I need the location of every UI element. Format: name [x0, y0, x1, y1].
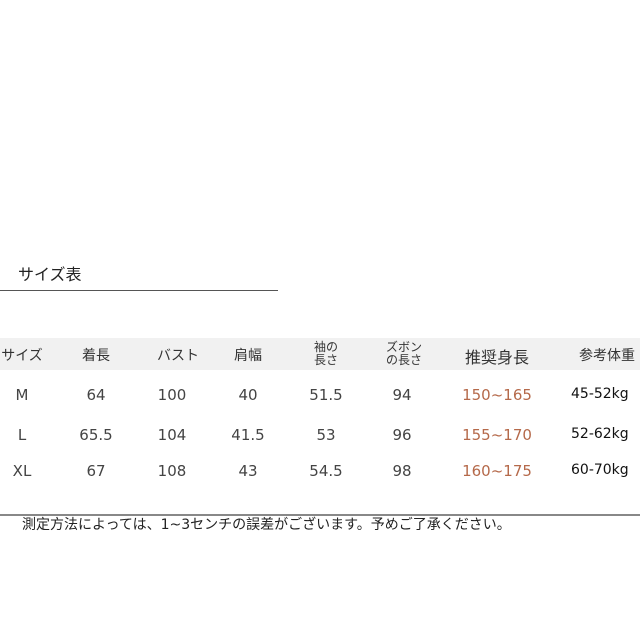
cell-length: 65.5: [79, 426, 113, 444]
cell-bust: 100: [157, 386, 187, 404]
measurement-note: 測定方法によっては、1~3センチの誤差がございます。予めご了承ください。: [22, 517, 511, 533]
header-pants: ズボンの長さ: [385, 340, 422, 367]
cell-sleeve: 53: [316, 426, 336, 444]
cell-height: 155~170: [462, 426, 532, 444]
header-size: サイズ: [1, 348, 43, 364]
header-sleeve: 袖の長さ: [313, 340, 338, 367]
cell-pants: 96: [392, 426, 412, 444]
cell-weight: 45-52kg: [571, 386, 629, 402]
cell-length: 64: [86, 386, 106, 404]
cell-size: L: [17, 426, 27, 444]
cell-size: M: [15, 386, 29, 404]
header-shoulder: 肩幅: [234, 348, 262, 364]
cell-sleeve: 54.5: [309, 462, 343, 480]
cell-shoulder: 40: [238, 386, 258, 404]
cell-pants: 94: [392, 386, 412, 404]
header-length: 着長: [82, 348, 110, 364]
cell-shoulder: 43: [238, 462, 258, 480]
header-reference-weight: 参考体重: [579, 348, 635, 364]
title-underline: [0, 290, 278, 291]
cell-shoulder: 41.5: [231, 426, 265, 444]
cell-height: 150~165: [462, 386, 532, 404]
cell-size: XL: [12, 462, 32, 480]
cell-bust: 108: [157, 462, 187, 480]
cell-bust: 104: [157, 426, 187, 444]
header-row: [0, 338, 640, 370]
size-chart-title: サイズ表: [18, 265, 82, 284]
header-bust: バスト: [157, 348, 199, 364]
cell-weight: 52-62kg: [571, 426, 629, 442]
header-recommended-height: 推奨身長: [464, 348, 530, 367]
cell-height: 160~175: [462, 462, 532, 480]
cell-length: 67: [86, 462, 106, 480]
cell-sleeve: 51.5: [309, 386, 343, 404]
divider: [0, 514, 640, 516]
cell-weight: 60-70kg: [571, 462, 629, 478]
cell-pants: 98: [392, 462, 412, 480]
